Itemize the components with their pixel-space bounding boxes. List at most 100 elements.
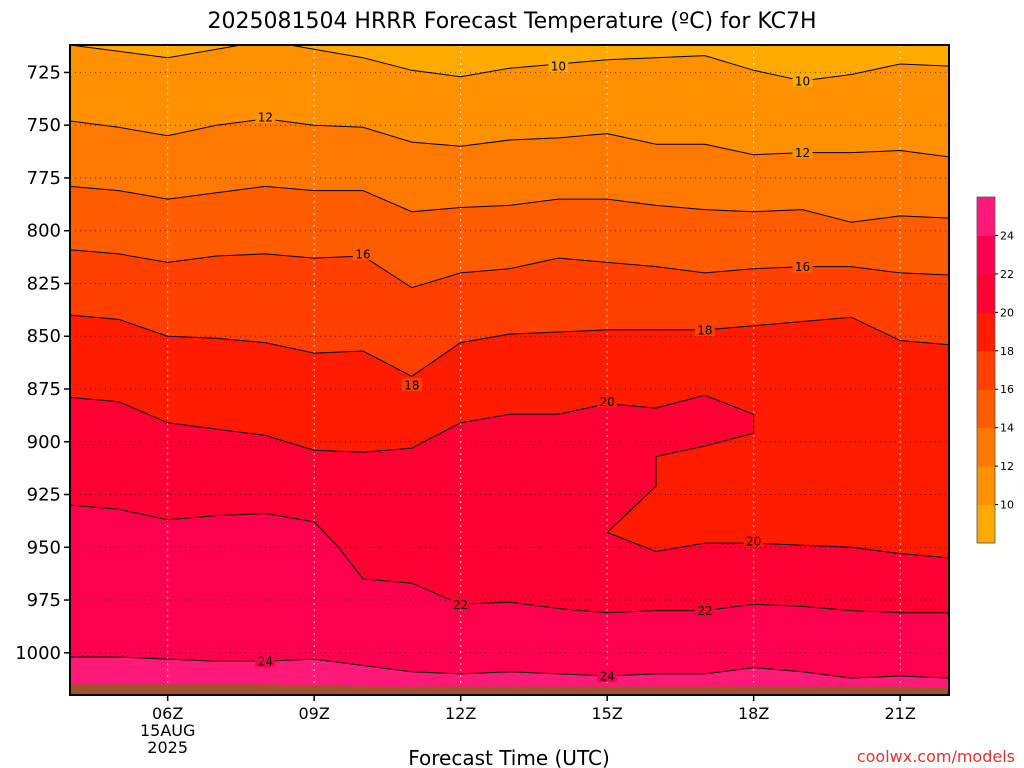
isotherm-label-text: 16 [355,247,370,261]
colorbar-label-14: 14 [1000,422,1014,435]
colorbar-segment-10 [977,466,995,505]
isotherm-label-bg [353,246,373,260]
ground-surface [70,684,949,695]
x-tick-label-21Z: 21Z [885,704,916,723]
colorbar-label-18: 18 [1000,345,1014,358]
y-tick-label-775: 775 [27,168,61,189]
credit-link[interactable]: coolwx.com/models [857,747,1015,766]
isotherm-label-16-4: 16 [353,246,373,261]
temperature-fill-bands [70,45,949,695]
colorbar-segment-22 [977,235,995,275]
x-tick-label-12Z: 12Z [445,704,476,723]
isotherm-label-bg [694,603,715,617]
isotherm-label-bg [401,377,422,391]
isotherm-label-12-3: 12 [792,145,813,160]
x-tick-label-15Z: 15Z [592,704,623,723]
y-tick-label-975: 975 [27,590,61,611]
isotherm-label-text: 20 [600,395,615,409]
y-tick-label-750: 750 [27,115,61,136]
isotherm-label-10-0: 10 [548,59,569,74]
isotherm-label-text: 10 [551,60,566,74]
isotherm-label-bg [548,59,569,73]
chart-title: 2025081504 HRRR Forecast Temperature (ºC… [207,9,816,34]
isotherm-label-bg [792,145,813,159]
y-tick-label-725: 725 [27,62,61,83]
y-tick-label-800: 800 [27,221,61,242]
isotherm-labels: 10 10 12 12 16 16 18 18 20 20 22 22 24 24 [255,59,813,684]
isotherm-label-20-9: 20 [743,533,764,548]
isotherm-label-24-13: 24 [597,669,618,684]
isotherm-label-bg [743,533,764,547]
isotherm-label-text: 24 [258,655,273,669]
isotherm-lines [70,45,949,679]
isotherm-label-22-11: 22 [694,603,715,618]
grid-lines [70,45,949,695]
colorbar-segment-8 [977,504,995,544]
y-tick-label-925: 925 [27,485,61,506]
isotherm-20 [70,394,949,559]
isotherm-label-text: 18 [404,378,419,392]
colorbar-segment-18 [977,312,995,352]
colorbar-label-24: 24 [1000,229,1014,242]
x-tick-label-06Z: 06Z [152,704,183,723]
x-tick-label-15AUG: 15AUG [140,721,195,740]
isotherm-label-text: 20 [746,534,761,548]
isotherm-22 [70,504,949,614]
isotherm-label-16-5: 16 [792,259,813,274]
colorbar: 10 12 14 16 18 20 22 24 [976,196,1014,544]
isotherm-label-20-8: 20 [597,394,618,409]
colorbar-frame [976,196,996,544]
isotherm-label-12-2: 12 [255,109,276,124]
isotherm-label-bg [597,669,618,683]
y-tick-label-850: 850 [27,326,61,347]
isotherm-label-bg [255,109,276,123]
y-tick-label-875: 875 [27,379,61,400]
isotherm-label-18-7: 18 [694,322,715,337]
isotherm-label-text: 18 [697,323,712,337]
colorbar-label-16: 16 [1000,383,1014,396]
isotherm-label-22-10: 22 [450,597,471,612]
colorbar-segment-12 [977,427,995,467]
band-fill-12 [70,45,949,157]
colorbar-label-20: 20 [1000,306,1014,319]
colorbar-segment-14 [977,389,995,429]
isotherm-label-text: 22 [697,604,712,618]
isotherm-label-text: 12 [795,146,810,160]
y-tick-label-825: 825 [27,273,61,294]
x-tick-label-18Z: 18Z [738,704,769,723]
band-fill-10 [70,45,949,81]
colorbar-segment-20 [977,273,995,313]
isotherm-24 [70,656,949,679]
isotherm-label-bg [450,597,471,611]
y-tick-label-900: 900 [27,432,61,453]
x-tick-label-09Z: 09Z [299,704,330,723]
isotherm-18 [70,314,949,377]
plot-frame [69,44,950,696]
x-axis-label: Forecast Time (UTC) [408,746,610,768]
isotherm-label-bg [792,259,813,273]
isotherm-label-text: 12 [258,110,273,124]
y-tick-label-950: 950 [27,537,61,558]
isotherm-label-24-12: 24 [255,654,276,669]
isotherm-label-10-1: 10 [792,73,813,88]
isotherm-label-text: 10 [795,74,810,88]
isotherm-label-18-6: 18 [401,377,422,392]
isotherm-label-bg [792,73,813,87]
isotherm-label-text: 24 [600,670,615,684]
isotherm-label-bg [255,654,276,668]
isotherm-label-bg [694,322,715,336]
isotherm-14 [70,185,949,223]
colorbar-segment-16 [977,350,995,390]
isotherm-label-bg [597,394,618,408]
isotherm-label-text: 22 [453,598,468,612]
colorbar-segment-24 [977,197,995,236]
isotherm-label-text: 16 [795,260,810,274]
colorbar-label-12: 12 [1000,460,1014,473]
y-tick-label-1000: 1000 [15,643,61,664]
colorbar-label-10: 10 [1000,499,1014,512]
x-tick-label-2025: 2025 [147,738,188,757]
colorbar-label-22: 22 [1000,268,1014,281]
